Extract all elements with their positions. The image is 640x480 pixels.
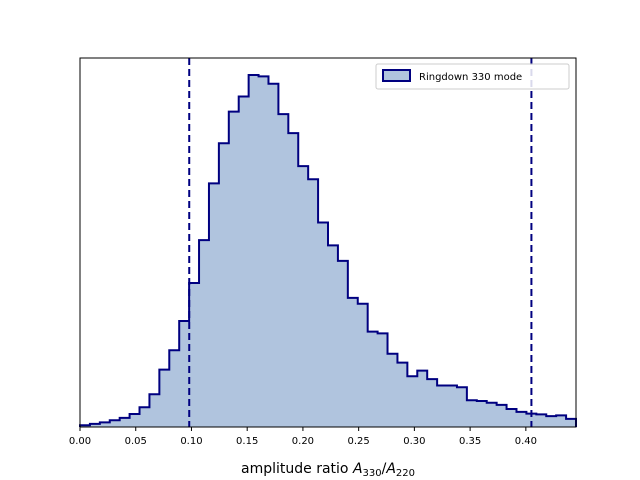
legend-box bbox=[375, 63, 570, 90]
x-axis-label: amplitude ratio A330/A220 bbox=[241, 461, 415, 479]
legend: Ringdown 330 mode bbox=[375, 63, 570, 90]
axes-frame bbox=[79, 57, 577, 428]
x-tick-label: 0.30 bbox=[403, 436, 425, 447]
legend-swatch bbox=[382, 69, 411, 82]
histogram-step-line bbox=[79, 74, 577, 427]
x-axis-ticks: 0.00 0.05 0.10 0.15 0.20 0.25 0.30 0.35 0.40 bbox=[69, 427, 537, 447]
x-tick-label: 0.15 bbox=[236, 436, 258, 447]
x-tick-label: 0.25 bbox=[348, 436, 370, 447]
x-tick-label: 0.35 bbox=[459, 436, 481, 447]
x-tick-label: 0.40 bbox=[515, 436, 537, 447]
x-tick-label: 0.05 bbox=[125, 436, 147, 447]
histogram-fill bbox=[80, 75, 576, 427]
legend-label: Ringdown 330 mode bbox=[419, 72, 522, 83]
credible-interval-lines bbox=[188, 58, 533, 427]
plot-area: 0.00 0.05 0.10 0.15 0.20 0.25 0.30 0.35 0.40 bbox=[69, 57, 577, 447]
x-tick-label: 0.00 bbox=[69, 436, 91, 447]
x-tick-label: 0.10 bbox=[180, 436, 202, 447]
x-tick-label: 0.20 bbox=[292, 436, 314, 447]
